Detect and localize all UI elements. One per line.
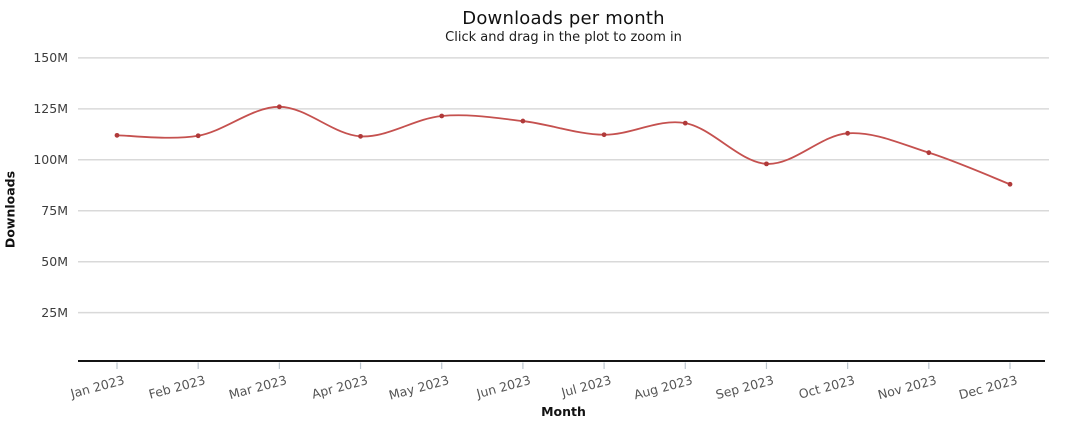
y-tick-label: 50M [41, 253, 68, 269]
y-tick-label: 75M [41, 202, 68, 218]
y-tick-label: 100M [33, 151, 68, 167]
chart-title: Downloads per month [462, 8, 665, 29]
plot-zoom-region[interactable] [78, 50, 1049, 361]
x-axis-label: Month [541, 404, 586, 419]
y-tick-label: 125M [33, 100, 68, 116]
downloads-line-series [116, 105, 1011, 186]
y-tick-label: 150M [33, 49, 68, 65]
chart-subtitle: Click and drag in the plot to zoom in [445, 30, 682, 45]
gridlines [78, 57, 1049, 314]
x-axis-tick-marks [116, 362, 1011, 369]
downloads-data-points [114, 104, 1013, 187]
y-tick-label: 25M [41, 304, 68, 320]
